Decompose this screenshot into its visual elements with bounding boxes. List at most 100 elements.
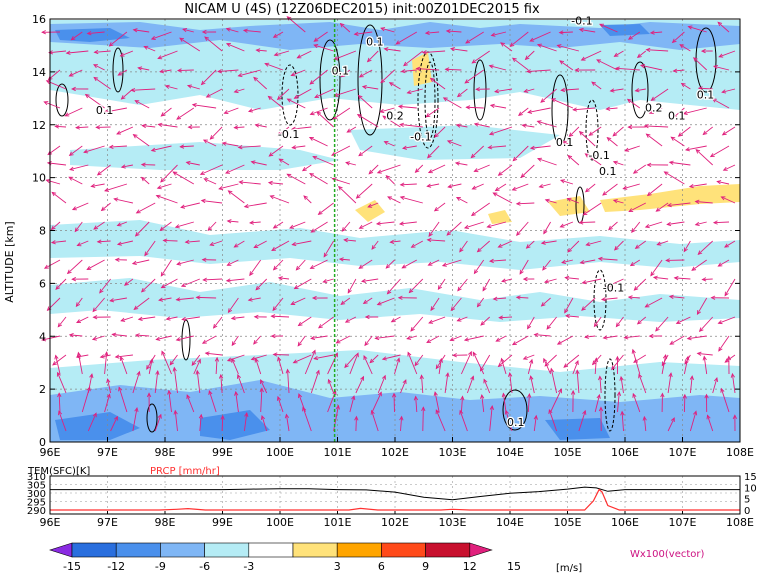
colorbar-tick-label: 9 — [422, 560, 429, 573]
wind-vector — [495, 335, 507, 342]
wind-vector — [296, 50, 312, 59]
wind-vector — [380, 27, 395, 33]
wind-vector — [66, 259, 83, 275]
wind-vector — [311, 295, 328, 301]
wind-vector — [427, 259, 440, 266]
grid-lines — [50, 19, 740, 442]
wind-vector — [316, 111, 334, 128]
wind-vector — [717, 21, 730, 33]
wind-vector — [504, 409, 513, 432]
wind-vector — [494, 88, 513, 94]
wind-vector — [117, 69, 128, 76]
wind-vector — [639, 63, 663, 71]
wind-vector — [303, 195, 312, 204]
wind-vector — [667, 417, 675, 432]
wind-vector — [428, 221, 440, 237]
wind-vector — [568, 126, 580, 138]
wind-vector — [202, 277, 223, 282]
wind-vector — [588, 126, 602, 136]
wind-vector — [58, 410, 67, 432]
wind-vector — [297, 335, 306, 347]
wind-vector — [594, 393, 601, 413]
wind-vector — [349, 352, 359, 375]
wind-vector — [341, 221, 351, 232]
wind-vector — [414, 164, 424, 173]
wind-vector — [497, 164, 513, 176]
wind-vector — [480, 393, 485, 413]
wind-vector — [76, 240, 89, 247]
wind-vector — [383, 47, 401, 52]
wind-vector — [253, 240, 267, 249]
colorbar-tick-label: 12 — [463, 560, 477, 573]
wind-vector — [137, 66, 150, 71]
wind-vector — [720, 387, 730, 413]
wind-vector — [51, 191, 67, 204]
wind-vector — [579, 259, 596, 265]
wind-vector — [460, 350, 472, 375]
wind-vector — [225, 43, 245, 52]
right-tick-label: 10 — [744, 483, 757, 494]
wind-vector — [721, 88, 736, 94]
wind-vector — [476, 240, 490, 253]
wind-vector — [231, 357, 239, 375]
wind-vector — [223, 107, 239, 115]
wind-vector — [574, 67, 596, 73]
wind-vector — [180, 202, 200, 209]
wind-vector — [578, 409, 587, 432]
wind-vector — [450, 297, 462, 312]
main-panel: 0.1 -0.1 0.1 0.1 0.2 -0.1 -0.1 0.1 -0.1 0.1 0.2 0.1… — [3, 13, 754, 459]
wind-vector — [473, 122, 490, 128]
chart-title: NICAM U (4S) (12Z06DEC2015) init:00Z01DE… — [184, 2, 540, 17]
wind-vector — [465, 105, 484, 110]
wind-vector — [390, 316, 401, 323]
wind-vector — [646, 162, 669, 168]
wind-vector — [722, 164, 736, 171]
wind-vector — [253, 76, 268, 90]
wind-vector — [518, 107, 529, 116]
wind-vector — [371, 391, 382, 413]
wind-vector — [459, 240, 468, 253]
wind-vector — [368, 164, 379, 175]
colorbar-cell — [204, 542, 250, 558]
wind-vector — [661, 353, 668, 375]
wind-vector — [309, 107, 328, 116]
colorbar-cell — [71, 542, 117, 558]
wind-vector — [187, 124, 200, 130]
wind-vector — [498, 315, 513, 320]
wind-vector — [381, 354, 401, 361]
wind-vector — [270, 314, 290, 319]
wind-vector — [264, 62, 284, 71]
wind-vector — [116, 221, 128, 227]
wind-vector — [361, 84, 379, 90]
wind-vector — [43, 259, 61, 269]
wind-vector — [54, 124, 67, 129]
wind-vector — [173, 409, 178, 432]
wind-vector — [277, 276, 290, 281]
wind-vector — [471, 183, 484, 190]
wind-vector — [697, 240, 714, 255]
wind-vector — [500, 357, 507, 375]
x-tick-label: 108E — [726, 446, 754, 459]
wind-vector — [536, 43, 557, 52]
wind-vector — [580, 50, 602, 61]
wind-vector — [255, 278, 268, 291]
wind-vector — [349, 395, 356, 413]
wind-vector — [650, 88, 669, 101]
wind-vector — [76, 351, 83, 375]
wind-vector — [546, 316, 557, 330]
wind-vector — [81, 386, 91, 413]
wind-vector — [446, 140, 462, 147]
bottom-axes: 96E 97E 98E 99E 100E 101E 102E 103E 104E 105E 106E… — [27, 472, 757, 529]
wind-vector — [172, 366, 178, 394]
wind-vector — [276, 126, 290, 137]
wind-vector — [433, 202, 446, 212]
wind-vector — [399, 182, 417, 187]
contour-labels: 0.1 -0.1 0.1 0.1 0.2 -0.1 -0.1 0.1 -0.1 0.1 0.2 0.1… — [95, 13, 716, 430]
wind-vector — [354, 415, 359, 432]
wind-vector — [566, 197, 580, 204]
wind-vector — [154, 413, 162, 432]
contour-label: -0.1 — [603, 281, 624, 294]
colorbar-cell — [292, 542, 338, 558]
wind-vector — [426, 183, 440, 188]
wind-vector — [344, 354, 357, 369]
